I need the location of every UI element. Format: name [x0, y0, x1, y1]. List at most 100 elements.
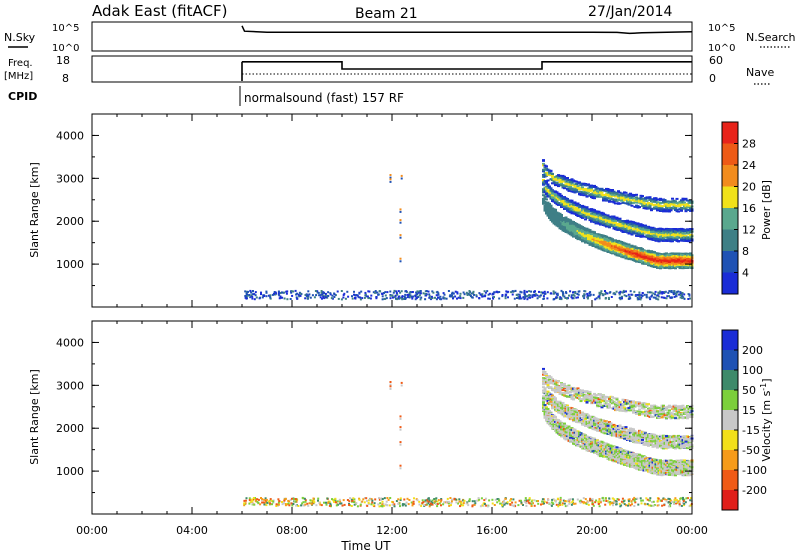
echo-cell [563, 295, 566, 298]
echo-cell [456, 297, 458, 300]
echo-cell [590, 188, 593, 190]
echo-cell [582, 205, 586, 208]
echo-cell [383, 292, 385, 294]
echo-cell [598, 292, 601, 294]
echo-cell [399, 236, 402, 239]
echo-cell [333, 292, 336, 295]
echo-cell [622, 289, 625, 292]
echo-cell [327, 291, 330, 294]
echo-cell [367, 290, 370, 293]
echo-cell [400, 174, 403, 177]
echo-cell [581, 186, 584, 189]
echo-cell [582, 295, 585, 298]
echo-cell [552, 180, 556, 183]
echo-cell [358, 292, 361, 295]
echo-cell [552, 182, 556, 184]
echo-cell [668, 295, 670, 298]
echo-cell [669, 296, 672, 299]
echo-cell [605, 190, 608, 193]
echo-cell [612, 215, 616, 218]
echo-cell [534, 290, 536, 293]
echo-cell [340, 290, 343, 292]
echo-cell [549, 169, 553, 172]
echo-cell [661, 291, 664, 294]
echo-cell [419, 292, 422, 295]
echo-cell [452, 297, 454, 300]
echo-cell [549, 204, 553, 207]
echo-cell [585, 195, 589, 198]
echo-cell [623, 197, 626, 200]
echo-cell [633, 251, 637, 254]
echo-cell [391, 294, 394, 297]
echo-cell [638, 257, 641, 260]
echo-cell [459, 297, 462, 300]
echo-cell [670, 290, 673, 292]
echo-cell [517, 296, 520, 298]
echo-cell [603, 195, 607, 198]
echo-cell [648, 296, 651, 299]
echo-cell [581, 183, 584, 186]
echo-cell [569, 290, 572, 293]
echo-cell [296, 297, 299, 300]
echo-cell [245, 290, 248, 293]
echo-cell [570, 294, 573, 297]
echo-cell [445, 297, 448, 300]
echo-cell [365, 295, 368, 298]
echo-cell [492, 293, 495, 296]
echo-cell [381, 298, 384, 301]
echo-cell [561, 198, 565, 201]
echo-cell [558, 298, 561, 300]
echo-cell [286, 298, 289, 301]
echo-cell [324, 292, 327, 295]
echo-cell [688, 294, 691, 297]
echo-cell [667, 291, 670, 294]
echo-cell [678, 204, 682, 207]
echo-cell [675, 295, 677, 298]
echo-cell [471, 292, 473, 295]
echo-cell [542, 168, 545, 171]
colorbar-tick-label: 8 [742, 245, 749, 258]
echo-cell [617, 190, 620, 193]
echo-cell [488, 292, 491, 295]
echo-cell [389, 178, 392, 181]
echo-cell [608, 225, 611, 228]
station-title: Adak East (fitACF) [92, 2, 227, 20]
echo-cell [650, 253, 653, 256]
echo-cell [401, 295, 404, 298]
echo-cell [558, 178, 562, 181]
echo-cell [305, 295, 308, 297]
echo-cell [420, 296, 423, 299]
echo-cell [668, 204, 671, 207]
echo-cell [424, 298, 427, 301]
echo-cell [418, 294, 421, 297]
echo-cell [359, 296, 362, 299]
noise-right-tick-top: 10^5 [708, 23, 735, 34]
power-echoes [244, 159, 694, 301]
echo-cell [370, 294, 373, 297]
echo-cell [604, 293, 607, 296]
echo-cell [520, 297, 523, 300]
echo-cell [669, 209, 673, 212]
echo-cell [425, 293, 428, 296]
echo-cell [689, 252, 692, 255]
echo-cell [366, 295, 369, 298]
echo-cell [625, 295, 628, 298]
echo-cell [599, 292, 602, 294]
colorbar-tick-label: 16 [742, 202, 756, 215]
echo-cell [308, 293, 311, 296]
echo-cell [618, 202, 622, 205]
echo-cell [546, 291, 549, 294]
echo-cell [552, 290, 555, 293]
echo-cell [654, 296, 657, 299]
echo-cell [654, 290, 657, 293]
echo-cell [393, 296, 396, 299]
echo-cell [581, 209, 584, 212]
echo-cell [543, 166, 547, 169]
echo-cell [404, 293, 407, 296]
echo-cell [666, 239, 670, 242]
echo-cell [543, 200, 547, 203]
echo-cell [648, 226, 652, 229]
colorbar-tick-label: 12 [742, 224, 756, 237]
echo-cell [564, 297, 567, 299]
echo-cell [353, 290, 355, 293]
